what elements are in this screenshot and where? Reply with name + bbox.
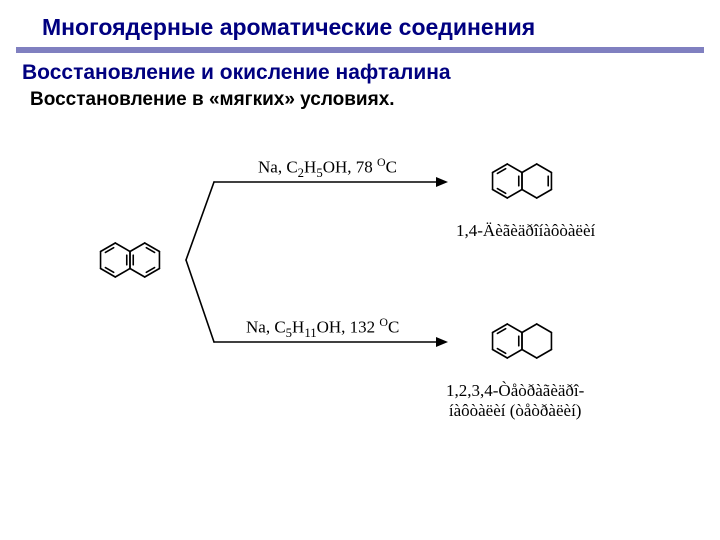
- reagent-bottom: Na, C5H11OH, 132 OC: [246, 315, 399, 341]
- subtitle-2: Восстановление в «мягких» условиях.: [0, 87, 720, 127]
- product2-structure: [462, 313, 582, 369]
- page-title: Многоядерные ароматические соединения: [0, 0, 720, 47]
- reaction-diagram: Na, C2H5OH, 78 OC Na, C5H11OH, 132 OC 1,…: [0, 127, 720, 487]
- subtitle-1: Восстановление и окисление нафталина: [0, 57, 720, 87]
- product1-label: 1,4-Äèãèäðîíàôòàëèí: [456, 221, 595, 241]
- product1-structure: [462, 153, 582, 209]
- product2-label: 1,2,3,4-Òåòðàãèäðî-íàôòàëèí (òåòðàëèí): [446, 381, 584, 421]
- reagent-top: Na, C2H5OH, 78 OC: [258, 155, 397, 181]
